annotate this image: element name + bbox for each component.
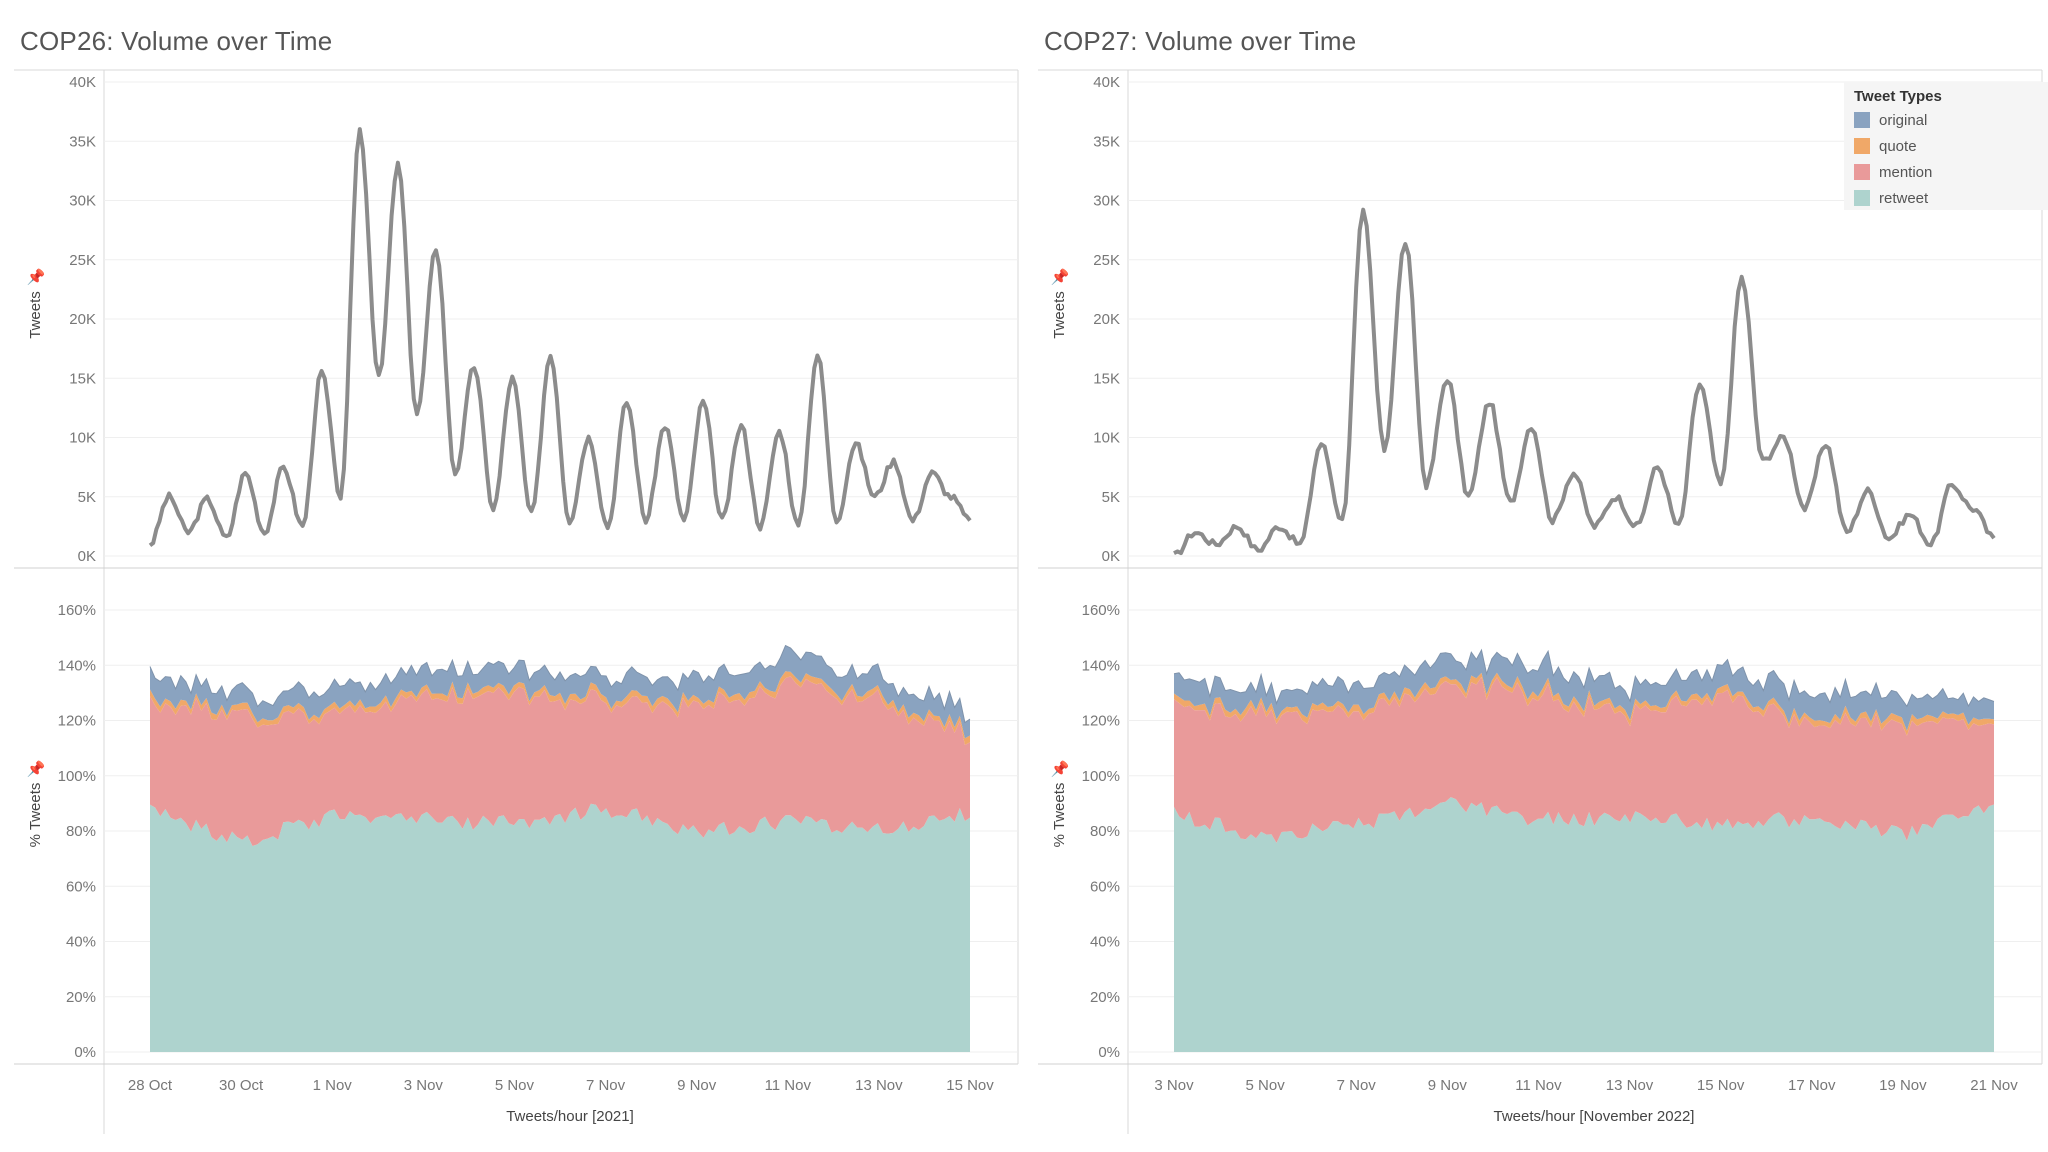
cop26-ytick-bottom: 100% xyxy=(58,768,96,785)
cop26-ytick-bottom: 60% xyxy=(66,878,96,895)
cop26-xtick: 15 Nov xyxy=(946,1077,994,1094)
cop27-ylabel-top: Tweets xyxy=(1051,291,1068,339)
cop27-pin-icon-bottom: 📌 xyxy=(1051,759,1070,778)
cop26-ytick-top: 40K xyxy=(69,74,96,91)
cop26-ytick-top: 30K xyxy=(69,193,96,210)
cop27-ytick-top: 30K xyxy=(1093,193,1120,210)
cop27-xtick: 5 Nov xyxy=(1246,1077,1286,1094)
cop26-ytick-top: 0K xyxy=(78,548,96,565)
legend-swatch-retweet xyxy=(1854,190,1870,206)
cop26-panel: COP26: Volume over Time 0K 5K 10K 15K 20K 25K… xyxy=(14,26,1019,1134)
cop26-ytick-top: 10K xyxy=(69,430,96,447)
cop26-ytick-bottom: 80% xyxy=(66,823,96,840)
legend-swatch-mention xyxy=(1854,164,1870,180)
cop26-ylabel-top: Tweets xyxy=(27,291,44,339)
legend-title: Tweet Types xyxy=(1854,88,1942,105)
cop27-ytick-bottom: 0% xyxy=(1098,1044,1120,1061)
cop27-ytick-bottom: 40% xyxy=(1090,934,1120,951)
cop26-ytick-bottom: 0% xyxy=(74,1044,96,1061)
cop27-xtick: 7 Nov xyxy=(1337,1077,1377,1094)
cop27-ytick-bottom: 120% xyxy=(1082,713,1120,730)
legend-label-quote: quote xyxy=(1879,137,1917,155)
legend-item-retweet[interactable]: retweet xyxy=(1854,188,1928,208)
legend-label-original: original xyxy=(1879,111,1928,129)
cop26-ytick-bottom: 20% xyxy=(66,989,96,1006)
cop26-xtick: 11 Nov xyxy=(765,1077,812,1094)
cop27-ytick-top: 15K xyxy=(1093,370,1120,387)
cop26-ytick-top: 20K xyxy=(69,311,96,328)
cop26-xtick: 3 Nov xyxy=(404,1077,444,1094)
cop26-area-mention xyxy=(150,676,970,846)
cop26-ytick-bottom: 160% xyxy=(58,602,96,619)
cop27-ytick-bottom: 20% xyxy=(1090,989,1120,1006)
cop27-ytick-top: 40K xyxy=(1093,74,1120,91)
cop26-xlabel: Tweets/hour [2021] xyxy=(506,1108,634,1125)
cop27-xtick: 19 Nov xyxy=(1879,1077,1927,1094)
legend[interactable]: Tweet Types original quote mention retwe… xyxy=(1844,82,2048,210)
cop27-pin-icon-top: 📌 xyxy=(1051,267,1070,286)
legend-item-mention[interactable]: mention xyxy=(1854,162,1932,182)
cop26-xtick: 9 Nov xyxy=(677,1077,717,1094)
cop27-title: COP27: Volume over Time xyxy=(1044,26,1357,56)
cop27-ytick-bottom: 160% xyxy=(1082,602,1120,619)
legend-item-quote[interactable]: quote xyxy=(1854,136,1917,156)
cop27-ytick-bottom: 140% xyxy=(1082,657,1120,674)
cop27-ytick-bottom: 100% xyxy=(1082,768,1120,785)
cop26-ytick-bottom: 120% xyxy=(58,713,96,730)
cop27-panel: COP27: Volume over Time 0K 5K 10K 15K 20K 25K… xyxy=(1024,0,2048,1152)
cop27-chart: 0K 5K 10K 15K 20K 25K 30K 35K 40K 0% 20% 40% 60% 80% 1… xyxy=(1038,69,2043,1134)
cop27-ylabel-bottom: % Tweets xyxy=(1051,783,1068,848)
legend-swatch-original xyxy=(1854,112,1870,128)
cop26-ytick-bottom: 40% xyxy=(66,934,96,951)
cop26-area-original xyxy=(150,645,970,739)
cop27-ytick-bottom: 80% xyxy=(1090,823,1120,840)
cop26-ytick-top: 25K xyxy=(69,252,96,269)
cop27-area-mention xyxy=(1174,676,1994,843)
cop26-pin-icon-bottom: 📌 xyxy=(27,759,46,778)
legend-swatch-quote xyxy=(1854,138,1870,154)
cop26-xtick: 30 Oct xyxy=(219,1077,264,1094)
cop27-ytick-top: 5K xyxy=(1102,489,1120,506)
cop27-xtick: 21 Nov xyxy=(1970,1077,2018,1094)
cop26-area-outline xyxy=(149,644,971,724)
cop27-xtick: 3 Nov xyxy=(1154,1077,1194,1094)
cop27-ytick-top: 10K xyxy=(1093,430,1120,447)
cop26-xtick: 7 Nov xyxy=(586,1077,626,1094)
legend-item-original[interactable]: original xyxy=(1854,110,1927,130)
cop26-area-retweet xyxy=(150,803,970,1052)
cop27-area-original xyxy=(1174,650,1994,731)
cop27-xlabel: Tweets/hour [November 2022] xyxy=(1494,1108,1695,1125)
cop26-area-quote xyxy=(150,671,970,745)
cop26-pin-icon-top: 📌 xyxy=(27,267,46,286)
legend-label-retweet: retweet xyxy=(1879,189,1929,207)
cop27-xtick: 9 Nov xyxy=(1428,1077,1468,1094)
cop27-xtick: 17 Nov xyxy=(1788,1077,1836,1094)
cop26-ytick-top: 5K xyxy=(78,489,96,506)
cop26-title: COP26: Volume over Time xyxy=(20,26,333,56)
cop26-xtick: 13 Nov xyxy=(855,1077,903,1094)
cop26-ylabel-bottom: % Tweets xyxy=(27,783,44,848)
cop27-ytick-top: 35K xyxy=(1093,133,1120,150)
cop26-xtick: 28 Oct xyxy=(128,1077,173,1094)
cop26-ytick-top: 15K xyxy=(69,370,96,387)
cop27-volume-line xyxy=(1173,207,1996,556)
cop26-volume-line xyxy=(148,127,972,547)
cop27-area-retweet xyxy=(1174,797,1994,1052)
legend-label-mention: mention xyxy=(1879,163,1933,181)
cop26-ytick-top: 35K xyxy=(69,133,96,150)
cop26-chart: 0K 5K 10K 15K 20K 25K 30K 35K 40K 0% 20% 40% 60% 80% 1… xyxy=(14,69,1019,1134)
cop26-ytick-bottom: 140% xyxy=(58,657,96,674)
cop26-xtick: 5 Nov xyxy=(495,1077,535,1094)
cop27-xtick: 13 Nov xyxy=(1606,1077,1654,1094)
cop27-ytick-top: 20K xyxy=(1093,311,1120,328)
cop27-area-quote xyxy=(1174,672,1994,736)
cop27-ytick-top: 0K xyxy=(1102,548,1120,565)
cop27-ytick-top: 25K xyxy=(1093,252,1120,269)
cop27-ytick-bottom: 60% xyxy=(1090,878,1120,895)
cop27-xtick: 11 Nov xyxy=(1515,1077,1562,1094)
cop27-area-outline xyxy=(1173,648,1995,708)
cop27-xtick: 15 Nov xyxy=(1697,1077,1745,1094)
cop26-xtick: 1 Nov xyxy=(313,1077,353,1094)
